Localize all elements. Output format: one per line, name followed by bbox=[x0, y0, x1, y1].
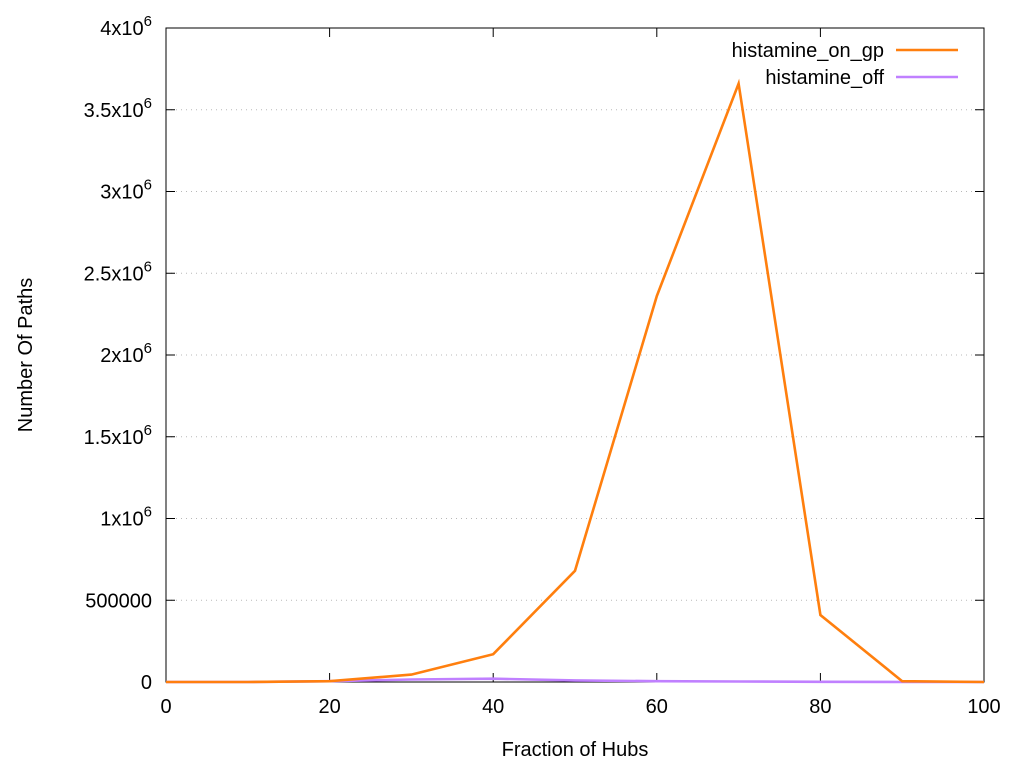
series-lines bbox=[166, 78, 985, 684]
legend: histamine_on_gp histamine_off bbox=[732, 40, 958, 89]
y-tick-label: 4x106 bbox=[100, 13, 152, 40]
y-tick-label: 1.5x106 bbox=[84, 422, 152, 449]
x-tick-label: 100 bbox=[967, 696, 1000, 718]
y-tick-label: 2.5x106 bbox=[84, 258, 152, 285]
y-tick-label: 1x106 bbox=[100, 504, 152, 531]
y-tick-label: 2x106 bbox=[100, 340, 152, 367]
y-tick-label: 500000 bbox=[85, 590, 152, 612]
legend-label: histamine_off bbox=[765, 67, 884, 89]
x-axis-title: Fraction of Hubs bbox=[502, 739, 649, 761]
x-tick-label: 0 bbox=[160, 696, 171, 718]
y-tick-label: 0 bbox=[141, 672, 152, 694]
y-axis-title: Number Of Paths bbox=[15, 278, 37, 433]
x-tick-label: 80 bbox=[809, 696, 831, 718]
y-tick-label: 3.5x106 bbox=[84, 95, 152, 122]
x-tick-label: 60 bbox=[646, 696, 668, 718]
x-tick-label: 20 bbox=[318, 696, 340, 718]
axis-ticks: 0 500000 1x106 1.5x106 2x106 2.5x106 3x106 3.5x… bbox=[84, 13, 1001, 718]
legend-label: histamine_on_gp bbox=[732, 40, 884, 62]
series-line-histamine_on_gp bbox=[166, 78, 985, 684]
gridlines bbox=[166, 109, 984, 601]
y-tick-label: 3x106 bbox=[100, 177, 152, 204]
x-tick-label: 40 bbox=[482, 696, 504, 718]
